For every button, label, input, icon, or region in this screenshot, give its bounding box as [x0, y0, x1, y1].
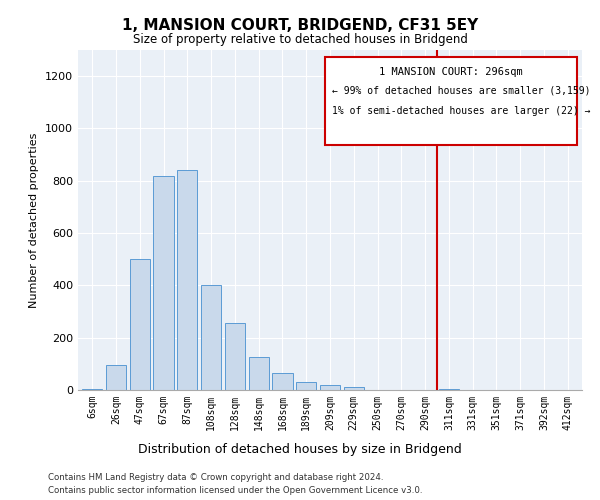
Bar — [201, 286, 221, 390]
Text: Distribution of detached houses by size in Bridgend: Distribution of detached houses by size … — [138, 442, 462, 456]
Bar — [344, 388, 364, 390]
Bar — [439, 388, 459, 390]
Bar — [130, 259, 150, 390]
Bar — [296, 382, 316, 390]
Text: Size of property relative to detached houses in Bridgend: Size of property relative to detached ho… — [133, 32, 467, 46]
Bar — [248, 358, 269, 390]
Text: ← 99% of detached houses are smaller (3,159): ← 99% of detached houses are smaller (3,… — [332, 86, 591, 96]
Bar — [320, 385, 340, 390]
Text: 1, MANSION COURT, BRIDGEND, CF31 5EY: 1, MANSION COURT, BRIDGEND, CF31 5EY — [122, 18, 478, 32]
Bar — [225, 324, 245, 390]
Bar — [106, 365, 126, 390]
Text: Contains HM Land Registry data © Crown copyright and database right 2024.: Contains HM Land Registry data © Crown c… — [48, 472, 383, 482]
Bar — [272, 373, 293, 390]
Bar — [82, 388, 103, 390]
Bar — [154, 176, 173, 390]
Y-axis label: Number of detached properties: Number of detached properties — [29, 132, 40, 308]
FancyBboxPatch shape — [325, 56, 577, 146]
Text: Contains public sector information licensed under the Open Government Licence v3: Contains public sector information licen… — [48, 486, 422, 495]
Bar — [177, 170, 197, 390]
Text: 1 MANSION COURT: 296sqm: 1 MANSION COURT: 296sqm — [379, 67, 523, 77]
Text: 1% of semi-detached houses are larger (22) →: 1% of semi-detached houses are larger (2… — [332, 106, 591, 116]
